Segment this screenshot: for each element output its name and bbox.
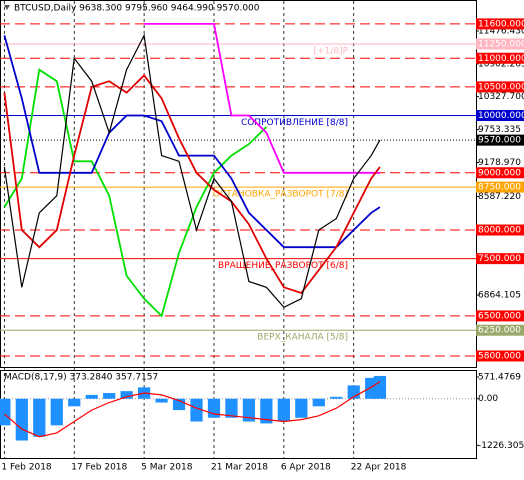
level-box bbox=[476, 224, 524, 236]
series-line bbox=[3, 68, 268, 318]
level-box bbox=[476, 310, 524, 322]
y-tick-label: 11476.430 bbox=[478, 26, 524, 36]
macd-bar bbox=[120, 391, 133, 399]
macd-bar bbox=[260, 398, 273, 424]
macd-bar bbox=[373, 375, 387, 399]
macd-bar bbox=[295, 398, 308, 418]
price-panel-frame bbox=[0, 0, 477, 368]
level-box bbox=[476, 81, 524, 93]
signal-line bbox=[4, 381, 381, 438]
symbol-icon bbox=[4, 5, 10, 10]
series-line bbox=[144, 23, 380, 174]
x-tick-label: 6 Apr 2018 bbox=[281, 463, 331, 473]
y-tick-label: 571.4769 bbox=[478, 373, 521, 383]
y-tick-label: 6864.105 bbox=[478, 291, 521, 301]
series-line bbox=[3, 74, 381, 295]
x-tick-label: 1 Feb 2018 bbox=[1, 463, 52, 473]
level-label: 10500.000 bbox=[478, 82, 524, 92]
y-tick-label: 0.00 bbox=[478, 394, 498, 404]
x-tick-label: 5 Mar 2018 bbox=[141, 463, 193, 473]
level-label: 6250.000 bbox=[478, 326, 521, 336]
macd-bar bbox=[242, 398, 256, 422]
y-tick-label: 9178.970 bbox=[478, 158, 521, 168]
series-line bbox=[3, 33, 381, 309]
level-tag: ВЕРХ_КАНАЛА [5/8] bbox=[257, 333, 348, 343]
level-label: 11250.000 bbox=[478, 39, 524, 49]
x-tick-label: 22 Apr 2018 bbox=[351, 463, 407, 473]
level-box bbox=[476, 110, 524, 122]
macd-bar bbox=[172, 398, 186, 411]
macd-bar bbox=[277, 398, 290, 422]
level-label: 8750.000 bbox=[478, 183, 521, 193]
macd-bar bbox=[103, 393, 116, 399]
y-tick-label: 10327.700 bbox=[478, 92, 524, 102]
y-tick-label: 9753.335 bbox=[478, 125, 521, 135]
level-box bbox=[476, 350, 524, 362]
y-tick-label: 10902.265 bbox=[478, 59, 524, 69]
y-tick-label: -1226.3054 bbox=[478, 441, 524, 451]
level-box bbox=[476, 18, 524, 30]
macd-title: MACD(8,17,9) 373.2840 357.7157 bbox=[4, 373, 158, 383]
level-box bbox=[476, 167, 524, 179]
macd-bar bbox=[312, 398, 325, 407]
level-tag: ОСТАНОВКА_РАЗВОРОТ [7/8] bbox=[213, 190, 348, 200]
macd-bar bbox=[155, 398, 168, 403]
level-box bbox=[476, 181, 524, 193]
macd-bar bbox=[85, 394, 98, 399]
level-box bbox=[476, 324, 524, 336]
level-label: 11600.000 bbox=[478, 19, 524, 29]
level-box bbox=[476, 253, 524, 265]
level-box bbox=[476, 52, 524, 64]
level-box bbox=[476, 134, 524, 146]
level-label: 6500.000 bbox=[478, 311, 521, 321]
macd-panel-frame bbox=[0, 370, 477, 459]
level-tag: ВРАЩЕНИЕ_РАЗВОРОТ [6/8] bbox=[218, 261, 348, 271]
macd-bar bbox=[0, 398, 11, 426]
macd-bar bbox=[50, 398, 63, 426]
level-label: 9000.000 bbox=[478, 168, 521, 178]
macd-bar bbox=[68, 398, 81, 407]
level-tag: [+1/8]P bbox=[314, 46, 349, 56]
level-label: 7500.000 bbox=[478, 254, 521, 264]
level-label: 8000.000 bbox=[478, 226, 521, 236]
series-line bbox=[3, 35, 381, 249]
x-tick-label: 21 Mar 2018 bbox=[211, 463, 268, 473]
macd-bar bbox=[225, 398, 238, 418]
y-tick-label: 8587.220 bbox=[478, 192, 521, 202]
macd-bar bbox=[33, 398, 46, 437]
level-box bbox=[476, 38, 524, 50]
macd-bar bbox=[190, 398, 203, 422]
x-tick-label: 17 Feb 2018 bbox=[71, 463, 127, 473]
level-label: 5800.000 bbox=[478, 351, 521, 361]
level-label: 10000.000 bbox=[478, 111, 524, 121]
chart-title: BTCUSD,Daily 9638.300 9795.960 9464.990 … bbox=[14, 4, 260, 14]
level-tag: СОПРОТИВЛЕНИЕ [8/8] bbox=[241, 118, 348, 128]
level-label: 9570.000 bbox=[478, 136, 521, 146]
macd-bar bbox=[330, 396, 343, 399]
level-label: 11000.000 bbox=[478, 54, 524, 64]
macd-bar bbox=[15, 398, 28, 441]
